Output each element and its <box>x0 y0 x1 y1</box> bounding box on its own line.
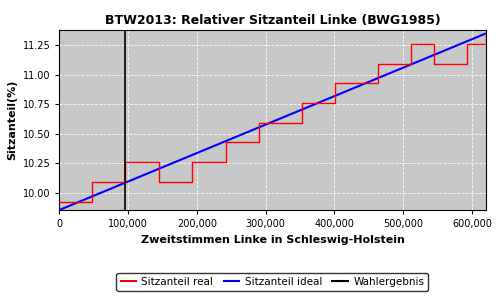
Legend: Sitzanteil real, Sitzanteil ideal, Wahlergebnis: Sitzanteil real, Sitzanteil ideal, Wahle… <box>116 273 428 291</box>
X-axis label: Zweitstimmen Linke in Schleswig-Holstein: Zweitstimmen Linke in Schleswig-Holstein <box>140 235 404 244</box>
Y-axis label: Sitzanteil(%): Sitzanteil(%) <box>7 80 17 160</box>
Title: BTW2013: Relativer Sitzanteil Linke (BWG1985): BTW2013: Relativer Sitzanteil Linke (BWG… <box>104 14 440 27</box>
